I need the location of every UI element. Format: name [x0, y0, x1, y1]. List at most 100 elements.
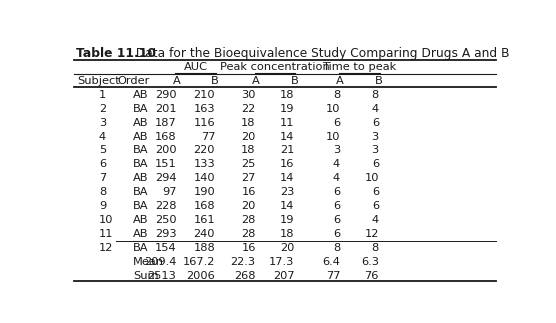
Text: Time to peak: Time to peak — [322, 62, 396, 72]
Text: 6.3: 6.3 — [361, 257, 379, 267]
Text: 210: 210 — [193, 90, 215, 100]
Text: 97: 97 — [162, 187, 176, 197]
Text: B: B — [375, 76, 383, 86]
Text: 167.2: 167.2 — [183, 257, 215, 267]
Text: 28: 28 — [241, 229, 256, 239]
Text: 6: 6 — [333, 215, 340, 225]
Text: 6: 6 — [372, 118, 379, 128]
Text: Sum: Sum — [133, 271, 159, 281]
Text: 6.4: 6.4 — [322, 257, 340, 267]
Text: 6: 6 — [372, 201, 379, 211]
Text: 8: 8 — [333, 90, 340, 100]
Text: 22: 22 — [241, 104, 256, 114]
Text: 11: 11 — [99, 229, 113, 239]
Text: 290: 290 — [155, 90, 176, 100]
Text: 116: 116 — [193, 118, 215, 128]
Text: AB: AB — [133, 118, 149, 128]
Text: 133: 133 — [193, 159, 215, 169]
Text: 8: 8 — [99, 187, 106, 197]
Text: 187: 187 — [155, 118, 176, 128]
Text: Table 11.10: Table 11.10 — [76, 47, 156, 60]
Text: 17.3: 17.3 — [269, 257, 295, 267]
Text: 4: 4 — [372, 104, 379, 114]
Text: 3: 3 — [371, 131, 379, 141]
Text: 4: 4 — [99, 131, 106, 141]
Text: 8: 8 — [371, 243, 379, 253]
Text: 25: 25 — [241, 159, 256, 169]
Text: 293: 293 — [155, 229, 176, 239]
Text: AUC: AUC — [183, 62, 208, 72]
Text: 23: 23 — [280, 187, 295, 197]
Text: B: B — [291, 76, 299, 86]
Text: 9: 9 — [99, 201, 106, 211]
Text: 190: 190 — [193, 187, 215, 197]
Text: 2: 2 — [99, 104, 106, 114]
Text: 8: 8 — [333, 243, 340, 253]
Text: 188: 188 — [193, 243, 215, 253]
Text: 10: 10 — [364, 173, 379, 183]
Text: BA: BA — [133, 187, 149, 197]
Text: 250: 250 — [155, 215, 176, 225]
Text: 10: 10 — [99, 215, 113, 225]
Text: A: A — [172, 76, 180, 86]
Text: Data for the Bioequivalence Study Comparing Drugs A and B: Data for the Bioequivalence Study Compar… — [128, 47, 509, 60]
Text: 77: 77 — [326, 271, 340, 281]
Text: Mean: Mean — [133, 257, 164, 267]
Text: 161: 161 — [193, 215, 215, 225]
Text: BA: BA — [133, 145, 149, 155]
Text: 18: 18 — [280, 90, 295, 100]
Text: 163: 163 — [193, 104, 215, 114]
Text: 151: 151 — [155, 159, 176, 169]
Text: 14: 14 — [280, 201, 295, 211]
Text: 2006: 2006 — [186, 271, 215, 281]
Text: 5: 5 — [99, 145, 106, 155]
Text: 6: 6 — [372, 187, 379, 197]
Text: AB: AB — [133, 229, 149, 239]
Text: B: B — [211, 76, 219, 86]
Text: 4: 4 — [372, 215, 379, 225]
Text: 3: 3 — [371, 145, 379, 155]
Text: 3: 3 — [333, 145, 340, 155]
Text: 77: 77 — [201, 131, 215, 141]
Text: Order: Order — [117, 76, 150, 86]
Text: 16: 16 — [241, 187, 256, 197]
Text: 12: 12 — [365, 229, 379, 239]
Text: 6: 6 — [99, 159, 106, 169]
Text: 11: 11 — [280, 118, 295, 128]
Text: AB: AB — [133, 90, 149, 100]
Text: BA: BA — [133, 201, 149, 211]
Text: 19: 19 — [280, 104, 295, 114]
Text: 268: 268 — [234, 271, 256, 281]
Text: 140: 140 — [193, 173, 215, 183]
Text: 28: 28 — [241, 215, 256, 225]
Text: 168: 168 — [193, 201, 215, 211]
Text: Peak concentration: Peak concentration — [220, 62, 330, 72]
Text: 168: 168 — [155, 131, 176, 141]
Text: 14: 14 — [280, 131, 295, 141]
Text: 154: 154 — [155, 243, 176, 253]
Text: 207: 207 — [273, 271, 295, 281]
Text: 10: 10 — [326, 131, 340, 141]
Text: BA: BA — [133, 243, 149, 253]
Text: BA: BA — [133, 104, 149, 114]
Text: 14: 14 — [280, 173, 295, 183]
Text: 294: 294 — [155, 173, 176, 183]
Text: 20: 20 — [280, 243, 295, 253]
Text: 3: 3 — [99, 118, 106, 128]
Text: 18: 18 — [241, 118, 256, 128]
Text: 201: 201 — [155, 104, 176, 114]
Text: 27: 27 — [241, 173, 256, 183]
Text: 20: 20 — [241, 131, 256, 141]
Text: 22.3: 22.3 — [231, 257, 256, 267]
Text: AB: AB — [133, 215, 149, 225]
Text: 8: 8 — [371, 90, 379, 100]
Text: A: A — [336, 76, 344, 86]
Text: 10: 10 — [326, 104, 340, 114]
Text: 6: 6 — [333, 201, 340, 211]
Text: 4: 4 — [333, 173, 340, 183]
Text: 6: 6 — [333, 229, 340, 239]
Text: 19: 19 — [280, 215, 295, 225]
Text: 2513: 2513 — [147, 271, 176, 281]
Text: 6: 6 — [333, 187, 340, 197]
Text: 6: 6 — [333, 118, 340, 128]
